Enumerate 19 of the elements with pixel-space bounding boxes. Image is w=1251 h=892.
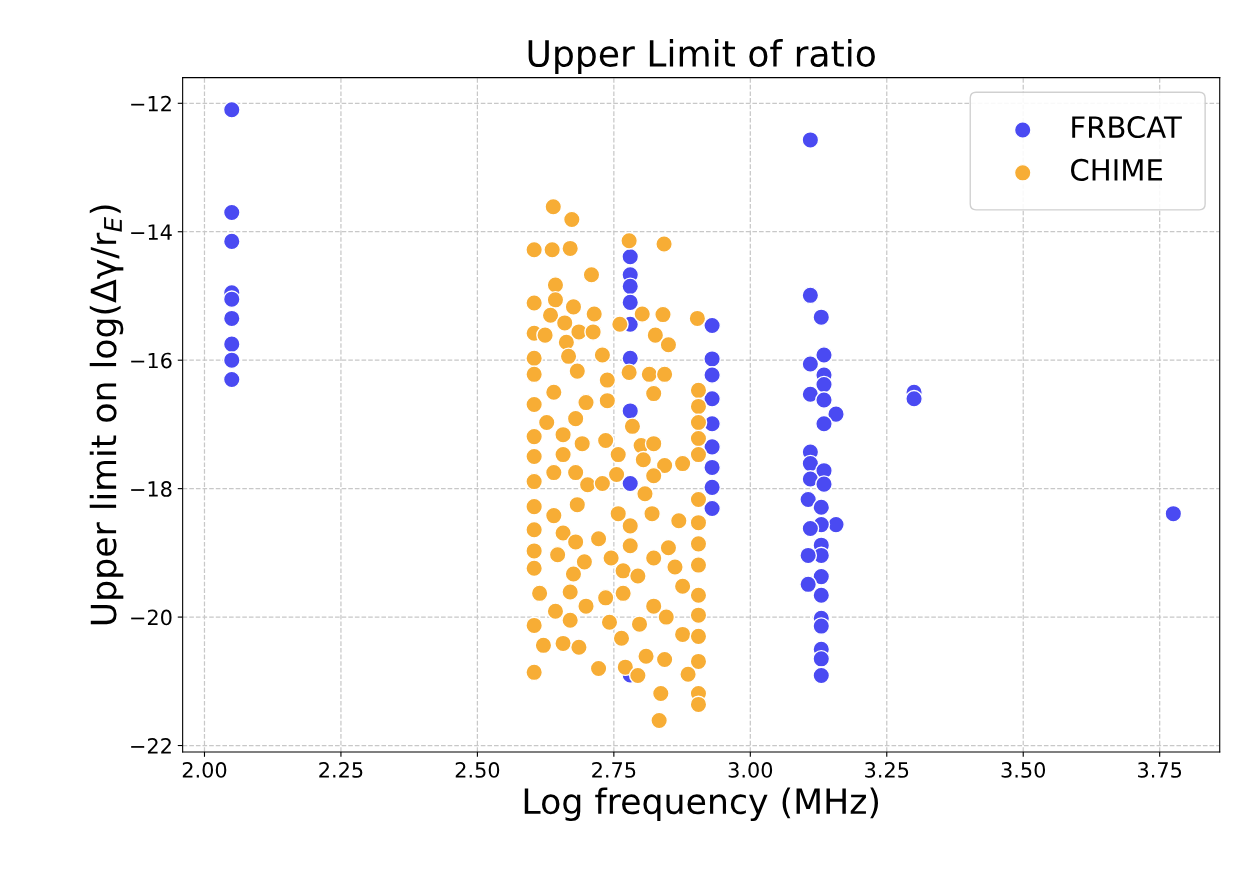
y-tick-label: −12 [131, 95, 171, 112]
x-tick-label: 3.00 [728, 762, 773, 778]
x-tick-label: 3.25 [865, 762, 909, 778]
chart-title: Upper Limit of ratio [528, 39, 875, 74]
x-tick-label: 2.50 [455, 762, 500, 778]
x-tick-label: 2.75 [592, 762, 636, 778]
x-tick-label: 3.75 [1138, 762, 1182, 778]
y-tick-label: −18 [131, 481, 172, 497]
y-tick-label: −16 [131, 352, 172, 369]
x-tick-label: 3.50 [1001, 762, 1046, 778]
x-tick-label: 2.00 [182, 762, 227, 778]
legend-label: CHIME [1071, 158, 1163, 181]
y-tick-label: −20 [131, 609, 172, 626]
x-tick-label: 2.25 [319, 762, 363, 778]
y-axis-title: Upper limit on log(Δγ/r$_{E}$) [89, 205, 124, 625]
x-axis-title: Log frequency (MHz) [524, 787, 878, 821]
y-tick-label: −22 [131, 737, 171, 754]
legend-label: FRBCAT [1072, 116, 1182, 139]
y-tick-label: −14 [131, 224, 172, 240]
